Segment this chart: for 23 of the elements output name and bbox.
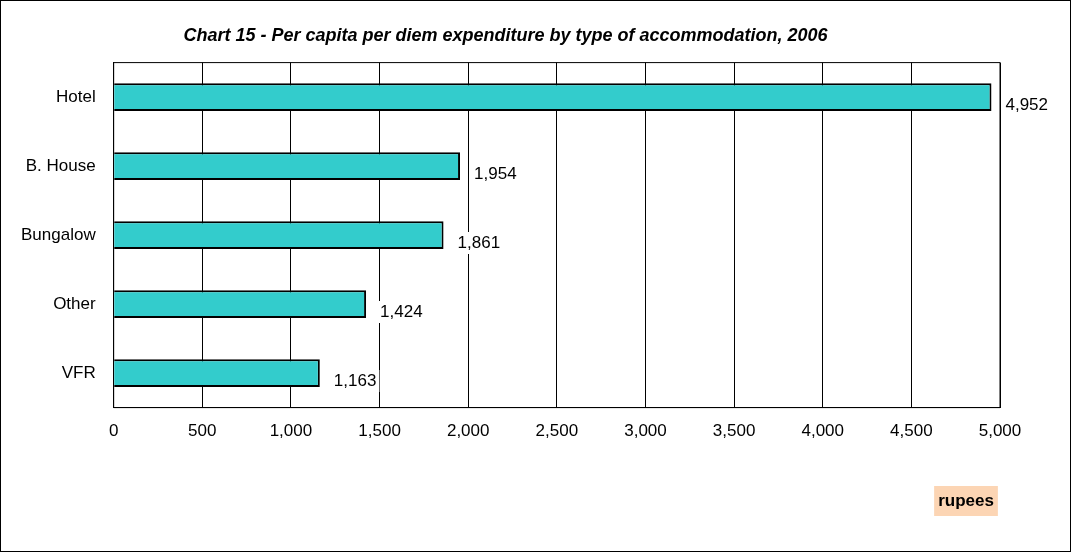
data-label: 4,952: [1005, 94, 1049, 114]
x-tick-label: 500: [188, 421, 217, 441]
y-tick-label: Hotel: [55, 86, 96, 106]
data-label: 1,163: [333, 370, 377, 390]
x-tick-label: 0: [108, 421, 119, 441]
x-tick-label: 5,000: [978, 421, 1022, 441]
x-tick-label: 1,500: [358, 421, 401, 441]
x-axis-title: rupees: [938, 490, 994, 510]
chart-title: Chart 15 - Per capita per diem expenditure by type of accommodation, 2006: [183, 24, 829, 45]
y-tick-label: Other: [53, 293, 96, 313]
y-tick-label: VFR: [61, 362, 96, 382]
x-tick-label: 3,000: [624, 421, 667, 441]
data-label: 1,424: [380, 301, 423, 321]
y-tick-label: B. House: [25, 155, 96, 175]
data-label: 1,861: [457, 232, 501, 252]
x-tick-label: 1,000: [269, 421, 313, 441]
x-tick-label: 2,500: [535, 421, 579, 441]
x-tick-label: 4,500: [890, 421, 933, 441]
x-tick-label: 3,500: [712, 421, 756, 441]
y-tick-label: Bungalow: [20, 224, 97, 244]
data-label: 1,954: [474, 163, 517, 183]
x-tick-label: 4,000: [801, 421, 845, 441]
x-tick-label: 2,000: [446, 421, 490, 441]
